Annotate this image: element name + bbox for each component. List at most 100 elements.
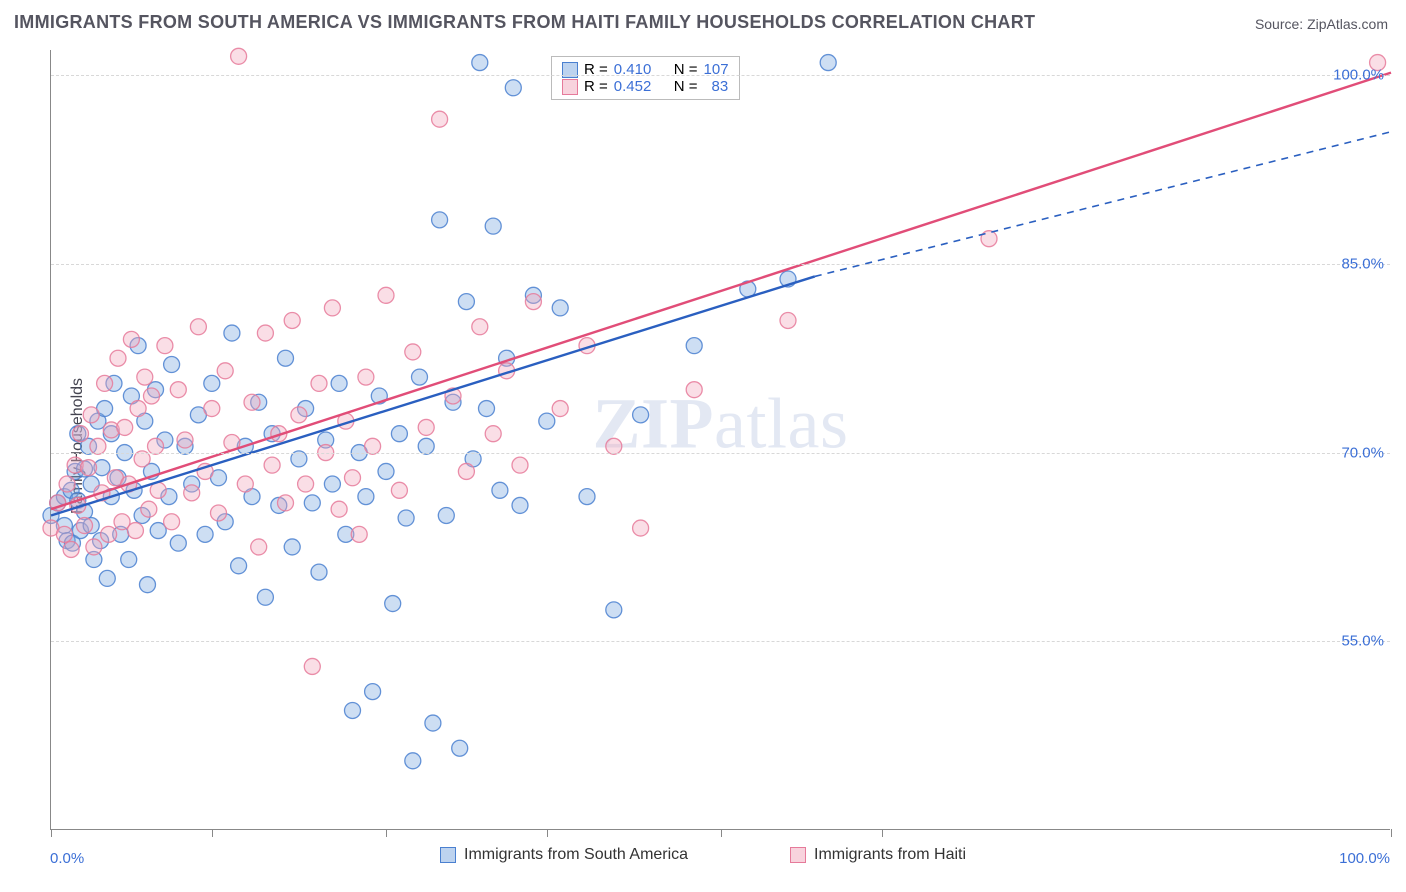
data-point bbox=[458, 463, 474, 479]
chart-title: IMMIGRANTS FROM SOUTH AMERICA VS IMMIGRA… bbox=[14, 12, 1035, 33]
data-point bbox=[170, 535, 186, 551]
data-point bbox=[291, 407, 307, 423]
source-attribution: Source: ZipAtlas.com bbox=[1255, 16, 1388, 32]
data-point bbox=[190, 319, 206, 335]
data-point bbox=[117, 419, 133, 435]
data-point bbox=[358, 369, 374, 385]
data-point bbox=[231, 48, 247, 64]
data-point bbox=[311, 564, 327, 580]
regression-line-sa bbox=[51, 276, 815, 515]
data-point bbox=[97, 375, 113, 391]
data-point bbox=[412, 369, 428, 385]
data-point bbox=[177, 432, 193, 448]
data-point bbox=[139, 577, 155, 593]
data-point bbox=[432, 111, 448, 127]
data-point bbox=[217, 363, 233, 379]
data-point bbox=[391, 426, 407, 442]
data-point bbox=[686, 338, 702, 354]
data-point bbox=[405, 344, 421, 360]
y-tick-label: 100.0% bbox=[1333, 67, 1384, 84]
data-point bbox=[304, 658, 320, 674]
data-point bbox=[425, 715, 441, 731]
data-point bbox=[432, 212, 448, 228]
x-min-label: 0.0% bbox=[50, 850, 84, 867]
legend-r-value-2: 0.452 bbox=[614, 78, 660, 95]
data-point bbox=[284, 539, 300, 555]
data-point bbox=[137, 369, 153, 385]
data-point bbox=[331, 375, 347, 391]
data-point bbox=[385, 596, 401, 612]
data-point bbox=[492, 482, 508, 498]
gridline bbox=[51, 641, 1390, 642]
legend-row-2: R = 0.452 N = 83 bbox=[562, 78, 729, 95]
data-point bbox=[479, 401, 495, 417]
data-point bbox=[512, 497, 528, 513]
data-point bbox=[472, 319, 488, 335]
data-point bbox=[211, 505, 227, 521]
data-point bbox=[472, 55, 488, 71]
data-point bbox=[311, 375, 327, 391]
data-point bbox=[820, 55, 836, 71]
gridline bbox=[51, 75, 1390, 76]
x-tick bbox=[721, 829, 722, 837]
data-point bbox=[378, 287, 394, 303]
data-point bbox=[606, 602, 622, 618]
data-point bbox=[278, 350, 294, 366]
data-point bbox=[278, 495, 294, 511]
data-point bbox=[141, 501, 157, 517]
data-point bbox=[110, 350, 126, 366]
y-tick-label: 70.0% bbox=[1341, 444, 1384, 461]
data-point bbox=[251, 539, 267, 555]
legend-swatch-pink bbox=[562, 79, 578, 95]
data-point bbox=[264, 457, 280, 473]
data-point bbox=[83, 407, 99, 423]
data-point bbox=[485, 426, 501, 442]
data-point bbox=[331, 501, 347, 517]
x-tick bbox=[51, 829, 52, 837]
data-point bbox=[284, 312, 300, 328]
legend-bottom-label-2: Immigrants from Haiti bbox=[814, 846, 966, 864]
data-point bbox=[77, 518, 93, 534]
swatch-pink-icon bbox=[790, 847, 806, 863]
data-point bbox=[184, 485, 200, 501]
data-point bbox=[438, 507, 454, 523]
regression-line-haiti bbox=[51, 73, 1391, 510]
data-point bbox=[244, 394, 260, 410]
legend-n-label: N = bbox=[674, 78, 698, 95]
legend-n-value-2: 83 bbox=[712, 78, 729, 95]
data-point bbox=[127, 523, 143, 539]
data-point bbox=[144, 388, 160, 404]
data-point bbox=[237, 476, 253, 492]
data-point bbox=[56, 526, 72, 542]
data-point bbox=[539, 413, 555, 429]
data-point bbox=[780, 312, 796, 328]
legend-bottom-1: Immigrants from South America bbox=[440, 846, 688, 864]
data-point bbox=[525, 294, 541, 310]
swatch-blue-icon bbox=[440, 847, 456, 863]
x-tick bbox=[547, 829, 548, 837]
data-point bbox=[257, 325, 273, 341]
data-point bbox=[505, 80, 521, 96]
data-point bbox=[59, 476, 75, 492]
data-point bbox=[981, 231, 997, 247]
data-point bbox=[204, 375, 220, 391]
data-point bbox=[224, 325, 240, 341]
y-tick-label: 85.0% bbox=[1341, 255, 1384, 272]
data-point bbox=[157, 338, 173, 354]
legend-bottom-2: Immigrants from Haiti bbox=[790, 846, 966, 864]
data-point bbox=[298, 476, 314, 492]
data-point bbox=[324, 300, 340, 316]
data-point bbox=[123, 331, 139, 347]
data-point bbox=[345, 702, 361, 718]
data-point bbox=[164, 357, 180, 373]
data-point bbox=[101, 526, 117, 542]
data-point bbox=[204, 401, 220, 417]
data-point bbox=[324, 476, 340, 492]
data-point bbox=[418, 419, 434, 435]
data-point bbox=[552, 401, 568, 417]
legend-r-label: R = bbox=[584, 78, 608, 95]
data-point bbox=[391, 482, 407, 498]
x-max-label: 100.0% bbox=[1339, 850, 1390, 867]
data-point bbox=[130, 401, 146, 417]
legend-bottom-label-1: Immigrants from South America bbox=[464, 846, 688, 864]
